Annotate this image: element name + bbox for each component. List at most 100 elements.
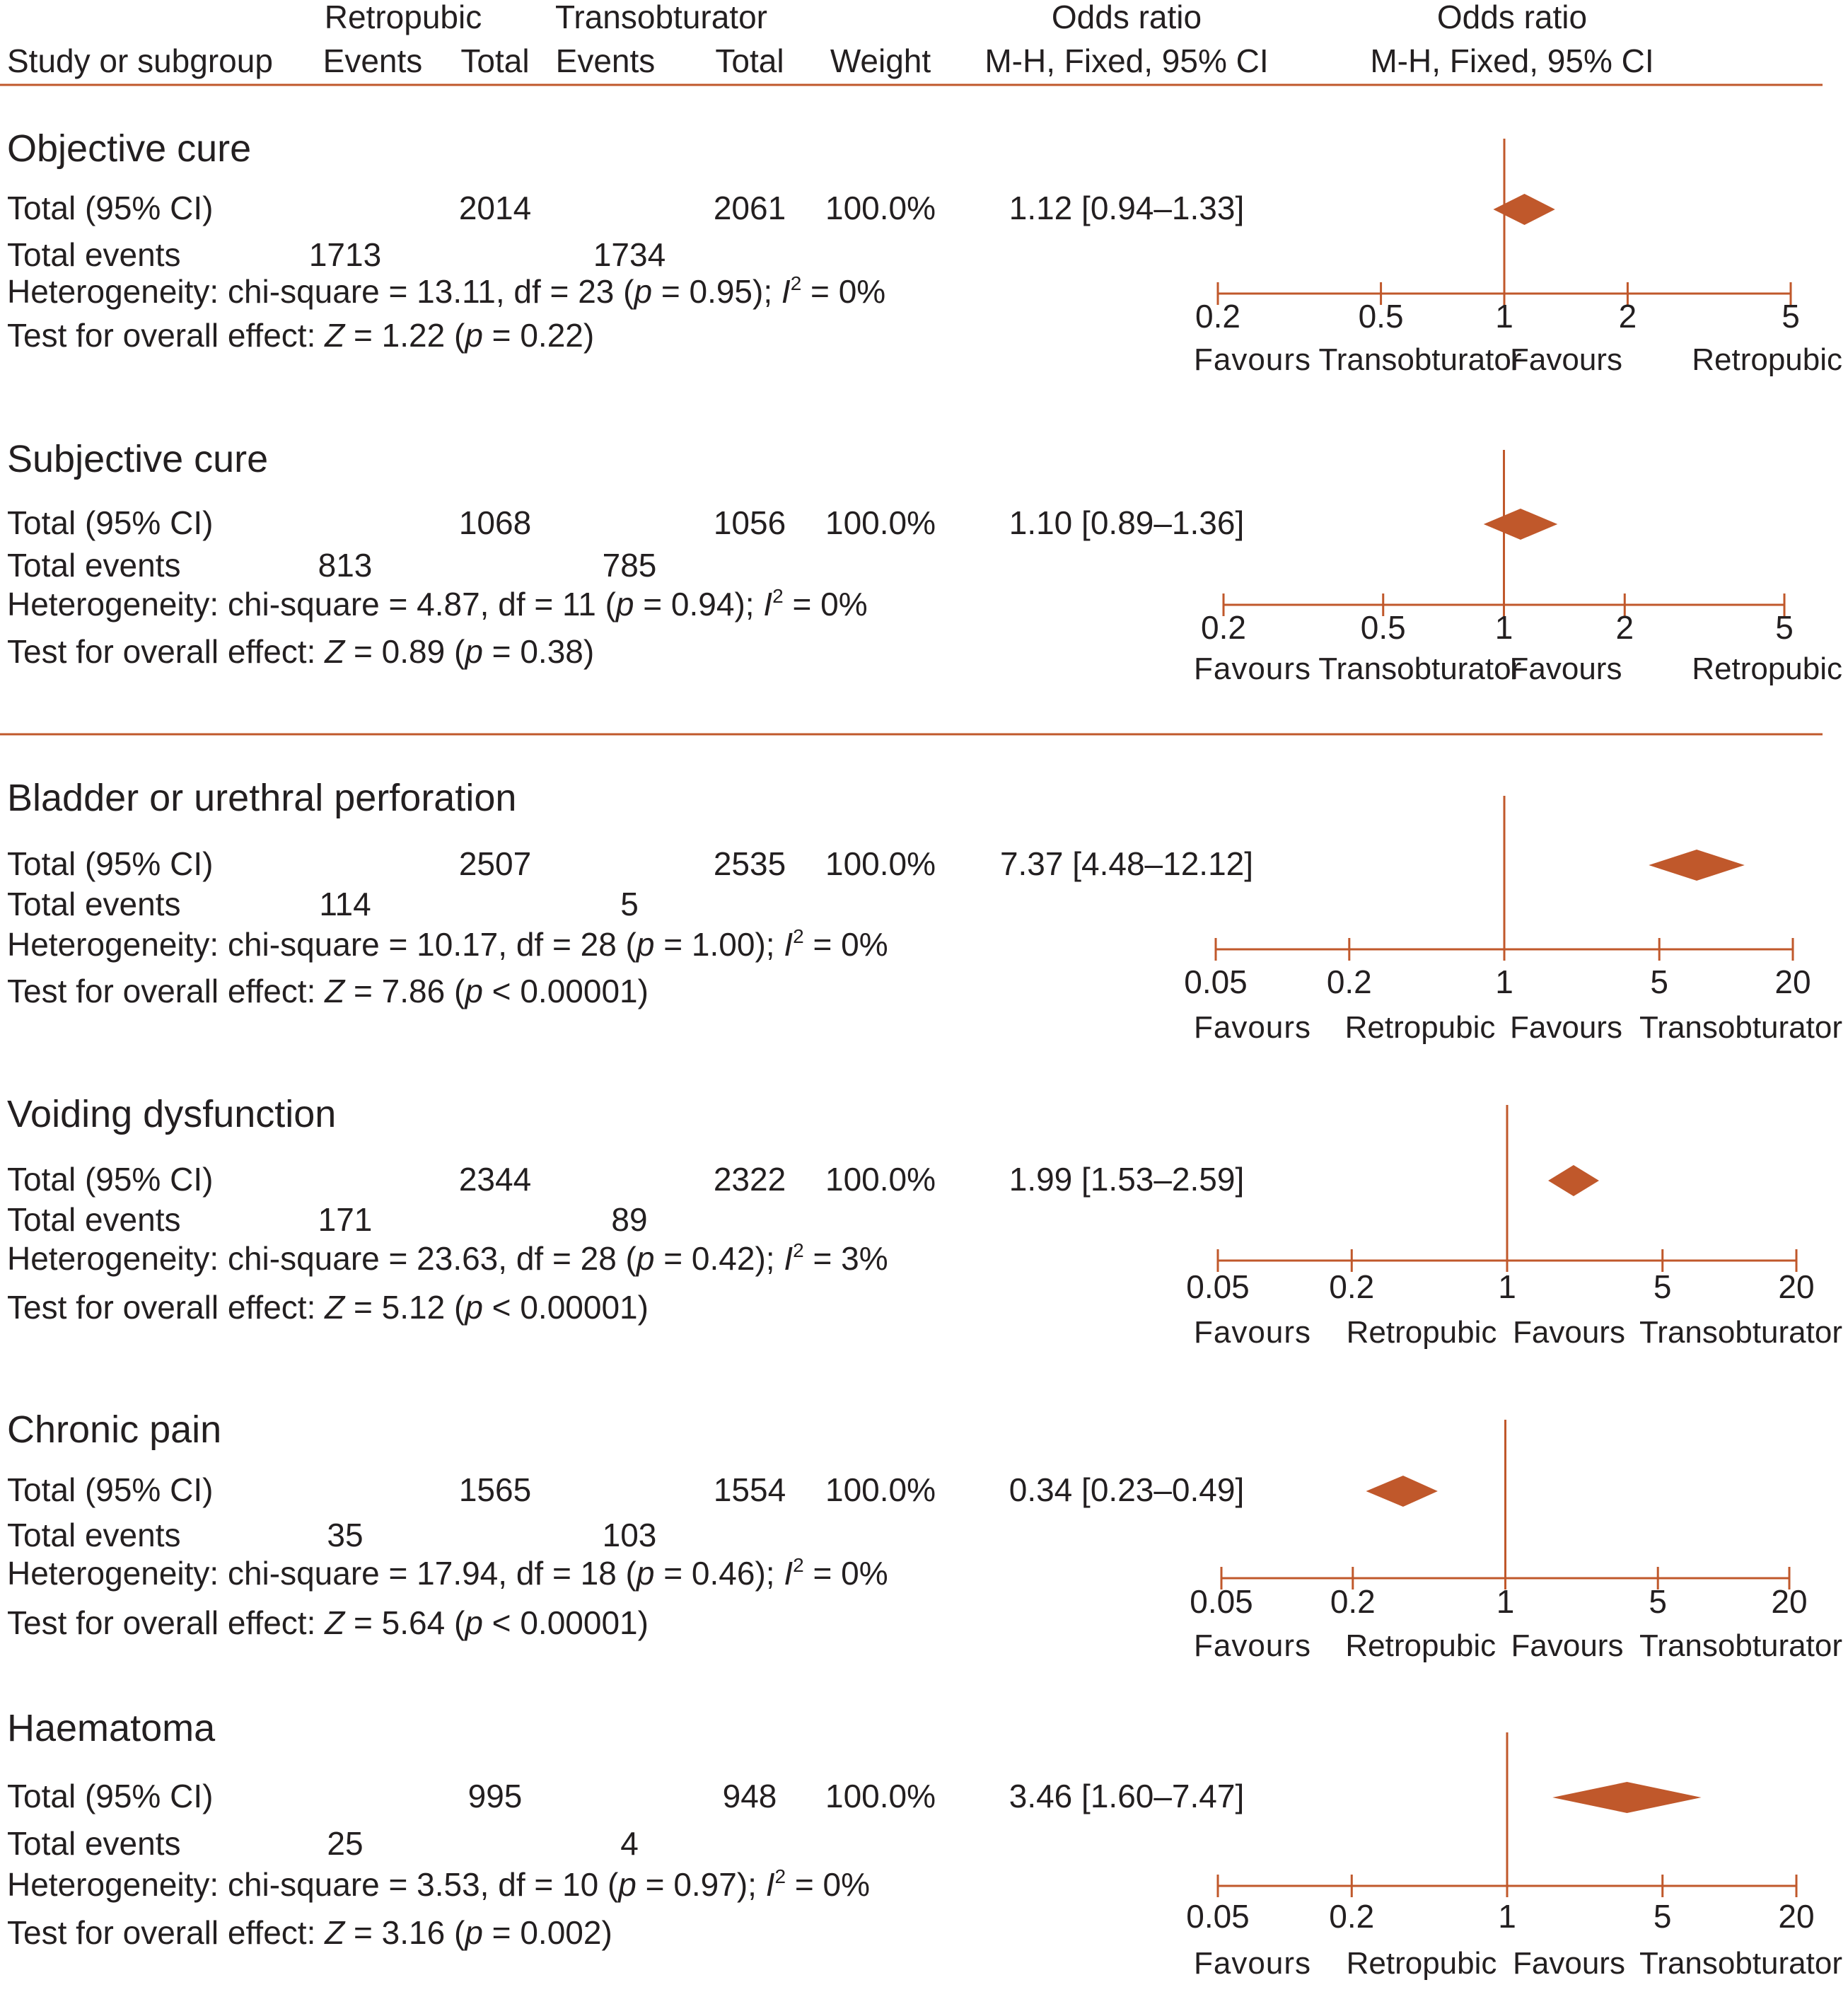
favours-right-group: Transobturator [1639,1010,1842,1045]
axis-tick-label: 0.2 [1195,298,1240,335]
col-retro-total-label: Total [460,42,529,79]
retro-total-value: 2344 [459,1161,531,1198]
trans-events-value: 4 [620,1825,639,1862]
axis-tick-label: 2 [1615,609,1634,646]
subgroup-title: Haematoma [7,1707,216,1749]
subgroup: Chronic pain Total (95% CI) 1565 1554 100.0%… [7,1408,1842,1663]
total-events-label: Total events [7,1825,180,1862]
favours-right-label: Favours [1513,1946,1625,1981]
axis-tick-label: 0.2 [1329,1268,1374,1305]
favours-left-label: Favours [1194,342,1311,377]
axis-tick-label: 5 [1782,298,1800,335]
total-ci-label: Total (95% CI) [7,845,213,882]
favours-right-group: Retropubic [1692,652,1842,686]
trans-total-value: 1056 [714,504,786,541]
weight-value: 100.0% [825,1778,936,1814]
axis-tick-label: 20 [1774,963,1811,1000]
axis-tick-label: 5 [1650,963,1668,1000]
axis-tick-label: 5 [1649,1583,1667,1620]
group-transobturator-label: Transobturator [555,0,767,35]
subgroup: Bladder or urethral perforation Total (95… [7,777,1842,1045]
pooled-estimate-diamond [1366,1476,1438,1507]
or-ci-value: 1.10 [0.89–1.36] [1009,504,1245,541]
retro-total-value: 1068 [459,504,531,541]
total-events-label: Total events [7,1201,180,1238]
axis-tick-label: 20 [1778,1898,1814,1935]
total-events-label: Total events [7,886,180,922]
total-ci-label: Total (95% CI) [7,1778,213,1814]
axis-tick-label: 1 [1498,1268,1516,1305]
subgroup-title: Bladder or urethral perforation [7,777,516,819]
retro-total-value: 1565 [459,1471,531,1508]
favours-right-label: Favours [1510,652,1622,686]
weight-value: 100.0% [825,504,936,541]
axis-tick-label: 0.05 [1184,963,1248,1000]
or-title-numeric: Odds ratio [1052,0,1202,35]
axis-tick-label: 5 [1654,1898,1672,1935]
pooled-estimate-diamond [1552,1782,1702,1813]
favours-left-group: Retropubic [1347,1946,1497,1981]
axis-tick-label: 1 [1495,963,1513,1000]
overall-effect-test: Test for overall effect: Z = 5.12 (p < 0… [7,1289,649,1326]
overall-effect-test: Test for overall effect: Z = 3.16 (p = 0… [7,1914,612,1951]
pooled-estimate-diamond [1483,509,1558,540]
weight-value: 100.0% [825,1161,936,1198]
heterogeneity-stat: Heterogeneity: chi-square = 3.53, df = 1… [7,1865,870,1903]
axis-tick-label: 5 [1775,609,1794,646]
total-ci-label: Total (95% CI) [7,504,213,541]
retro-events-value: 171 [318,1201,373,1238]
total-ci-label: Total (95% CI) [7,190,213,226]
col-or-method-numeric: M-H, Fixed, 95% CI [984,42,1268,79]
favours-right-group: Transobturator [1639,1315,1842,1350]
trans-events-value: 103 [603,1517,657,1553]
overall-effect-test: Test for overall effect: Z = 1.22 (p = 0… [7,317,594,354]
col-retro-events-label: Events [323,42,423,79]
heterogeneity-stat: Heterogeneity: chi-square = 17.94, df = … [7,1554,888,1592]
trans-events-value: 89 [611,1201,647,1238]
favours-right-group: Transobturator [1639,1628,1842,1663]
pooled-estimate-diamond [1548,1165,1599,1196]
weight-value: 100.0% [825,845,936,882]
subgroup: Voiding dysfunction Total (95% CI) 2344 232… [7,1093,1842,1350]
favours-right-label: Favours [1513,1315,1625,1350]
or-ci-value: 7.37 [4.48–12.12] [1000,845,1253,882]
trans-events-value: 1734 [593,236,666,273]
overall-effect-test: Test for overall effect: Z = 5.64 (p < 0… [7,1604,649,1641]
axis-tick-label: 1 [1498,1898,1516,1935]
favours-right-label: Favours [1510,1010,1622,1045]
trans-total-value: 2535 [714,845,786,882]
col-trans-events-label: Events [556,42,656,79]
axis-tick-label: 0.2 [1327,963,1372,1000]
retro-events-value: 35 [327,1517,363,1553]
subgroup: Subjective cure Total (95% CI) 1068 1056 100… [7,438,1842,686]
trans-total-value: 948 [723,1778,777,1814]
col-study-label: Study or subgroup [7,42,273,79]
axis-tick-label: 0.05 [1190,1583,1253,1620]
axis-tick-label: 0.2 [1330,1583,1376,1620]
axis-tick-label: 5 [1654,1268,1672,1305]
favours-right-group: Transobturator [1639,1946,1842,1981]
group-retropubic-label: Retropubic [325,0,482,35]
heterogeneity-stat: Heterogeneity: chi-square = 13.11, df = … [7,272,885,310]
trans-events-value: 5 [620,886,639,922]
or-title-graphic: Odds ratio [1437,0,1587,35]
overall-effect-test: Test for overall effect: Z = 0.89 (p = 0… [7,633,594,670]
axis-tick-label: 20 [1778,1268,1814,1305]
favours-left-group: Transobturator [1318,652,1521,686]
favours-left-label: Favours [1194,1946,1311,1981]
total-events-label: Total events [7,547,180,584]
overall-effect-test: Test for overall effect: Z = 7.86 (p < 0… [7,973,649,1009]
axis-tick-label: 0.2 [1329,1898,1374,1935]
favours-left-label: Favours [1194,1010,1311,1045]
favours-left-group: Transobturator [1319,342,1522,377]
subgroup: Objective cure Total (95% CI) 2014 2061 100.… [7,127,1842,377]
axis-tick-label: 0.2 [1201,609,1246,646]
heterogeneity-stat: Heterogeneity: chi-square = 4.87, df = 1… [7,585,868,622]
total-ci-label: Total (95% CI) [7,1161,213,1198]
retro-events-value: 1713 [309,236,381,273]
heterogeneity-stat: Heterogeneity: chi-square = 10.17, df = … [7,925,888,963]
axis-tick-label: 0.05 [1186,1898,1250,1935]
subgroup-title: Objective cure [7,127,251,170]
total-events-label: Total events [7,1517,180,1553]
